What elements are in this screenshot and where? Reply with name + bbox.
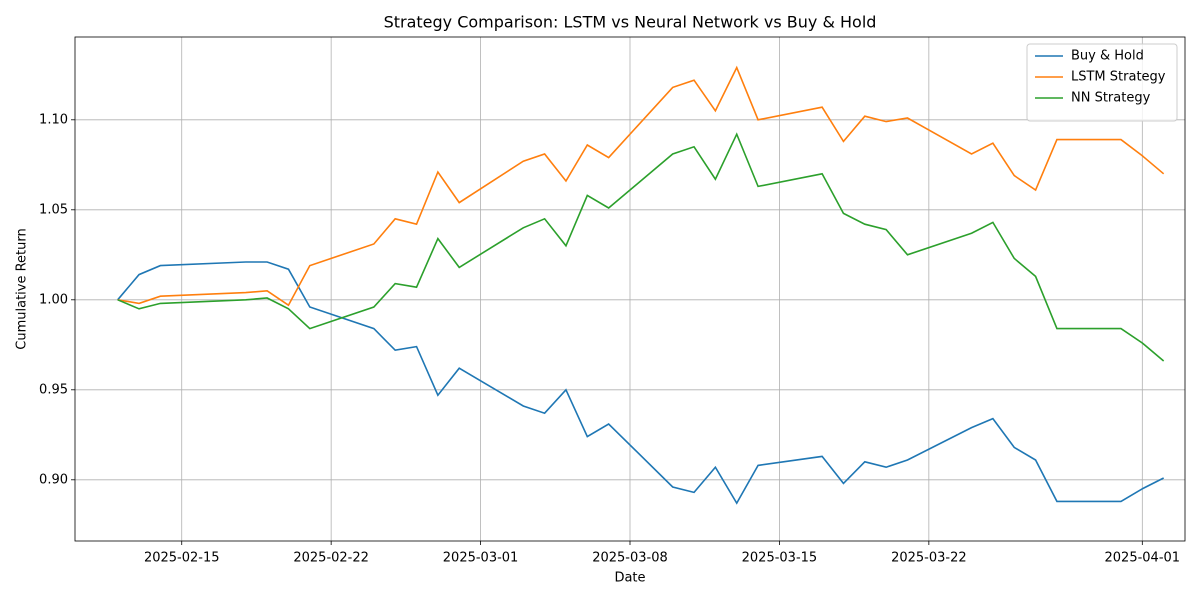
y-axis-label: Cumulative Return — [15, 228, 30, 349]
plot-frame — [74, 36, 1186, 542]
y-tick-label: 0.95 — [39, 382, 68, 397]
legend-box — [1026, 43, 1178, 122]
series-line — [117, 132, 1165, 362]
legend-label: Buy & Hold — [1071, 49, 1144, 64]
x-tick-label: 2025-02-22 — [293, 551, 369, 566]
x-tick-label: 2025-04-01 — [1105, 551, 1181, 566]
x-axis-label: Date — [614, 571, 645, 586]
y-tick-label: 0.90 — [39, 472, 68, 487]
legend-label: NN Strategy — [1071, 91, 1151, 106]
y-tick-label: 1.10 — [39, 112, 68, 127]
y-tick-label: 1.00 — [39, 292, 68, 307]
legend: Buy & Hold LSTM Strategy NN Strategy — [1026, 43, 1178, 122]
x-tick-label: 2025-03-08 — [592, 551, 668, 566]
chart-title: Strategy Comparison: LSTM vs Neural Netw… — [384, 13, 877, 32]
x-tick-label: 2025-03-22 — [891, 551, 967, 566]
legend-label: LSTM Strategy — [1071, 70, 1166, 85]
x-tick-label: 2025-03-15 — [742, 551, 818, 566]
x-tick-label: 2025-03-01 — [443, 551, 519, 566]
x-tick-label: 2025-02-15 — [144, 551, 220, 566]
series-line — [117, 65, 1165, 307]
series-line — [117, 261, 1165, 505]
grid — [75, 37, 1185, 541]
y-tick-label: 1.05 — [39, 202, 68, 217]
